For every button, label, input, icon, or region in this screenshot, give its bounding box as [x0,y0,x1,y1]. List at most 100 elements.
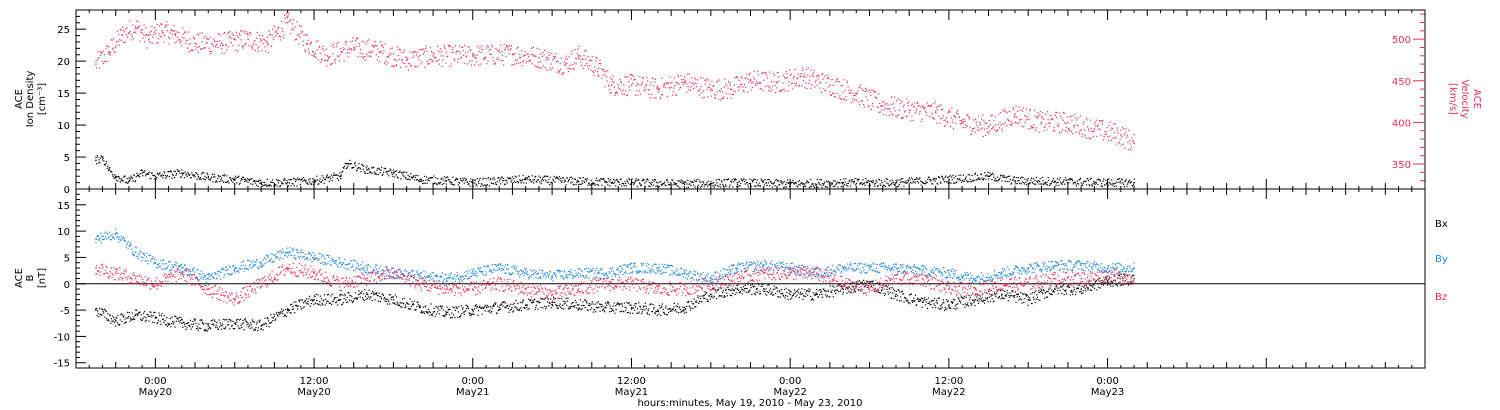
velocity-series-sample [667,82,670,84]
velocity-series-sample [361,40,363,43]
density-series-sample [768,179,770,181]
bx-series-sample [826,295,828,297]
bx-series-sample [916,298,918,300]
velocity-series-sample [745,86,747,88]
velocity-series-sample [140,29,142,31]
bx-series-sample [570,303,573,305]
velocity-series-sample [189,38,191,40]
bx-series-sample [528,307,530,310]
velocity-series-sample [312,50,314,52]
density-series-sample [569,176,571,179]
velocity-series-sample [896,116,898,118]
density-series-sample [186,175,188,177]
velocity-series-sample [805,82,807,84]
velocity-series-sample [544,67,546,69]
bx-series-sample [337,300,339,302]
density-series-sample [387,170,389,173]
density-series-point [895,182,897,184]
density-series-sample [905,180,907,182]
density-series-sample [227,180,229,182]
bx-series-sample [150,311,152,313]
density-series-sample [616,178,618,180]
density-series-sample [193,175,195,177]
bx-series-sample [377,294,379,296]
velocity-series-sample [237,50,239,52]
bx-series-sample [239,327,241,329]
density-series-sample [427,179,429,181]
velocity-series-sample [141,29,143,31]
bx-series-sample [895,290,897,292]
velocity-series-sample [283,34,285,36]
velocity-series-sample [196,33,198,35]
velocity-series-sample [1073,124,1075,126]
bx-series-sample [400,302,402,304]
density-series-sample [504,183,506,185]
velocity-series-sample [197,51,199,53]
velocity-series-sample [710,90,712,92]
density-series-sample [1076,185,1078,187]
density-series-sample [978,178,980,180]
density-series-sample [618,181,620,183]
density-series-sample [1046,181,1048,183]
density-series-sample [205,177,207,179]
velocity-series-sample [636,83,639,85]
density-series-sample [278,180,280,182]
velocity-series-sample [476,61,478,63]
velocity-series-sample [529,60,531,62]
velocity-series-sample [122,29,124,31]
density-series-sample [783,187,785,189]
velocity-series-sample [872,105,874,107]
velocity-series-sample [950,117,952,119]
bx-series-sample [628,302,630,304]
velocity-series-sample [911,115,913,117]
density-series-sample [719,183,721,185]
velocity-series-sample [918,105,920,107]
bx-series-sample [688,300,690,302]
density-series-sample [102,157,104,159]
velocity-series-sample [634,78,636,80]
velocity-series-sample [658,88,661,90]
velocity-series-sample [617,83,619,85]
velocity-series-sample [432,52,434,54]
bx-series-sample [145,317,147,319]
velocity-series-sample [700,77,702,79]
velocity-series-sample [924,107,926,109]
density-series-sample [288,178,290,181]
density-series-sample [338,179,340,181]
velocity-series-sample [1062,119,1064,121]
velocity-series-sample [1001,130,1003,132]
bx-series-sample [673,306,675,308]
bx-series-sample [405,306,407,308]
bx-series-sample [741,293,743,295]
velocity-series-sample [171,29,173,31]
bx-series-point [604,306,606,309]
density-series-sample [396,170,398,172]
bx-series-sample [441,307,443,309]
density-series-sample [574,178,576,180]
velocity-series-sample [851,101,853,103]
density-series-sample [1020,183,1022,185]
bx-series-sample [725,288,727,290]
velocity-series-sample [603,68,605,71]
density-series-sample [580,183,582,185]
density-series-sample [727,178,729,181]
bx-series-sample [450,317,452,319]
velocity-series-sample [908,101,910,103]
bx-series-sample [636,308,639,310]
velocity-series-sample [501,51,503,53]
bx-series-sample [662,308,664,310]
velocity-series-sample [448,45,450,47]
velocity-series-sample [366,53,368,55]
velocity-series-sample [289,20,291,22]
density-series-sample [703,182,705,184]
velocity-series-sample [251,48,254,50]
density-series-sample [469,185,471,187]
bx-series-sample [700,297,702,300]
velocity-series-sample [916,103,918,105]
density-series-sample [962,174,965,176]
bx-series-sample [906,299,908,301]
density-series-sample [650,184,652,186]
velocity-series-sample [877,107,879,109]
bx-series-point [95,309,97,311]
bx-series-sample [897,289,899,291]
